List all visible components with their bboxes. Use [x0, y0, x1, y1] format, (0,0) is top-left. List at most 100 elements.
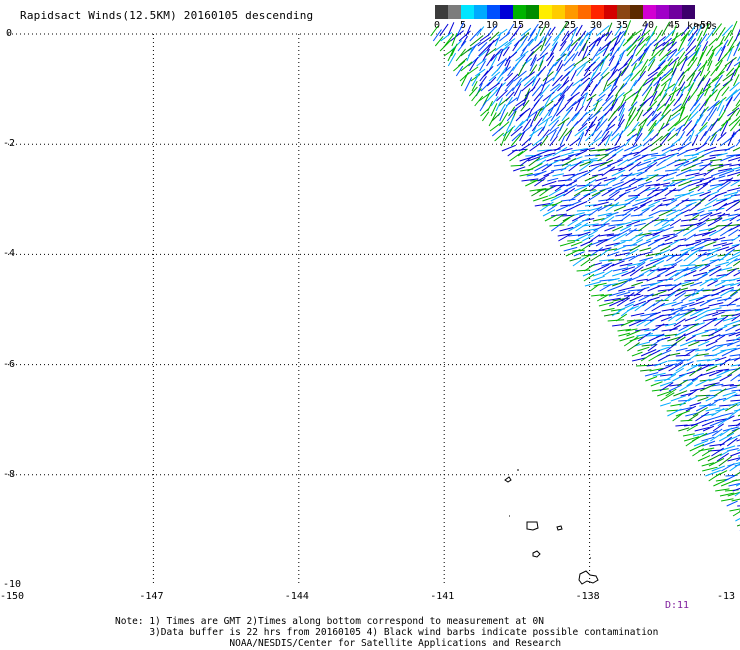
- wind-barb: [645, 31, 655, 47]
- wind-barb: [707, 217, 723, 227]
- wind-barb: [533, 91, 543, 102]
- wind-barb: [471, 88, 482, 102]
- wind-barb: [554, 53, 566, 67]
- wind-barb: [718, 104, 725, 117]
- wind-barb: [649, 256, 665, 262]
- wind-barb: [719, 78, 733, 92]
- wind-barb: [504, 126, 514, 142]
- wind-barb: [718, 332, 736, 337]
- wind-barb: [726, 338, 740, 342]
- wind-barb: [671, 31, 684, 42]
- wind-barb: [533, 107, 543, 122]
- wind-barb: [457, 40, 467, 52]
- wind-barb: [681, 176, 695, 182]
- wind-barb: [725, 244, 740, 252]
- wind-barb: [725, 201, 740, 212]
- wind-barb: [546, 55, 555, 67]
- wind-barb: [670, 180, 683, 187]
- wind-barb: [640, 199, 653, 207]
- footnotes: Note: 1) Times are GMT 2)Times along bot…: [115, 616, 658, 649]
- wind-barb: [706, 76, 720, 87]
- wind-barb: [617, 63, 628, 72]
- wind-barb: [549, 119, 559, 132]
- wind-barb: [494, 132, 505, 142]
- wind-barb: [642, 137, 652, 147]
- wind-barb: [636, 170, 648, 177]
- wind-barb: [691, 419, 707, 427]
- wind-barb: [709, 268, 722, 277]
- wind-barb: [690, 245, 705, 252]
- wind-barb: [502, 46, 510, 57]
- wind-barb: [736, 41, 740, 47]
- wind-barb: [589, 283, 600, 292]
- wind-barb: [726, 58, 734, 72]
- wind-barb: [557, 117, 570, 127]
- wind-barb: [507, 66, 515, 77]
- wind-barb: [600, 212, 616, 222]
- wind-barb: [553, 214, 564, 222]
- wind-barb: [675, 354, 691, 357]
- wind-barb: [617, 328, 631, 332]
- wind-barb: [486, 40, 495, 52]
- wind-barb: [550, 108, 560, 122]
- wind-barb: [580, 147, 596, 152]
- wind-barb: [531, 83, 543, 97]
- wind-barb: [652, 323, 665, 332]
- wind-barb: [696, 364, 712, 372]
- wind-barb: [698, 363, 715, 367]
- wind-barb: [619, 50, 625, 62]
- wind-barb: [704, 123, 713, 137]
- wind-barb: [712, 349, 727, 357]
- wind-barb: [642, 313, 656, 322]
- wind-barb: [606, 153, 617, 162]
- wind-barb: [521, 137, 532, 147]
- wind-barb: [558, 127, 568, 142]
- wind-barb: [731, 235, 740, 242]
- wind-barb: [623, 293, 641, 297]
- wind-barb: [708, 457, 725, 467]
- wind-barb: [494, 32, 502, 47]
- wind-barb: [687, 57, 698, 72]
- wind-barb: [638, 117, 648, 127]
- legend-swatch: [578, 5, 591, 19]
- wind-barb: [531, 188, 544, 197]
- wind-barb: [674, 238, 687, 242]
- wind-barb: [528, 126, 537, 142]
- wind-barb: [689, 300, 705, 307]
- wind-barb: [686, 257, 700, 267]
- wind-barb: [726, 224, 740, 227]
- wind-barb: [575, 149, 588, 157]
- wind-barb: [657, 354, 671, 362]
- wind-barb: [718, 163, 732, 167]
- wind-barb: [684, 349, 696, 357]
- wind-barb: [519, 115, 532, 127]
- wind-barb: [637, 332, 651, 342]
- wind-barb: [726, 267, 740, 272]
- wind-barb: [710, 65, 719, 77]
- wind-barb: [537, 115, 553, 127]
- wind-barb: [602, 263, 615, 272]
- wind-barb: [628, 319, 644, 327]
- wind-barb: [605, 233, 621, 242]
- wind-barb: [660, 209, 677, 212]
- wind-barb: [661, 308, 675, 312]
- wind-barb: [627, 289, 641, 292]
- wind-barb: [590, 254, 601, 262]
- wind-barb: [563, 50, 571, 62]
- wind-barb: [718, 168, 732, 172]
- wind-barb: [718, 445, 736, 452]
- wind-barb: [620, 213, 631, 222]
- wind-barb: [705, 27, 717, 42]
- wind-barb: [652, 260, 665, 267]
- wind-barb: [665, 342, 678, 352]
- wind-barb: [559, 40, 567, 52]
- wind-barb: [714, 325, 728, 332]
- wind-barb: [695, 394, 711, 397]
- wind-barb: [574, 184, 590, 192]
- legend-swatch: [552, 5, 565, 19]
- wind-barb: [680, 102, 687, 117]
- wind-barb: [663, 58, 673, 72]
- wind-barb: [631, 261, 646, 272]
- wind-barb: [675, 123, 686, 132]
- wind-barb: [665, 127, 676, 137]
